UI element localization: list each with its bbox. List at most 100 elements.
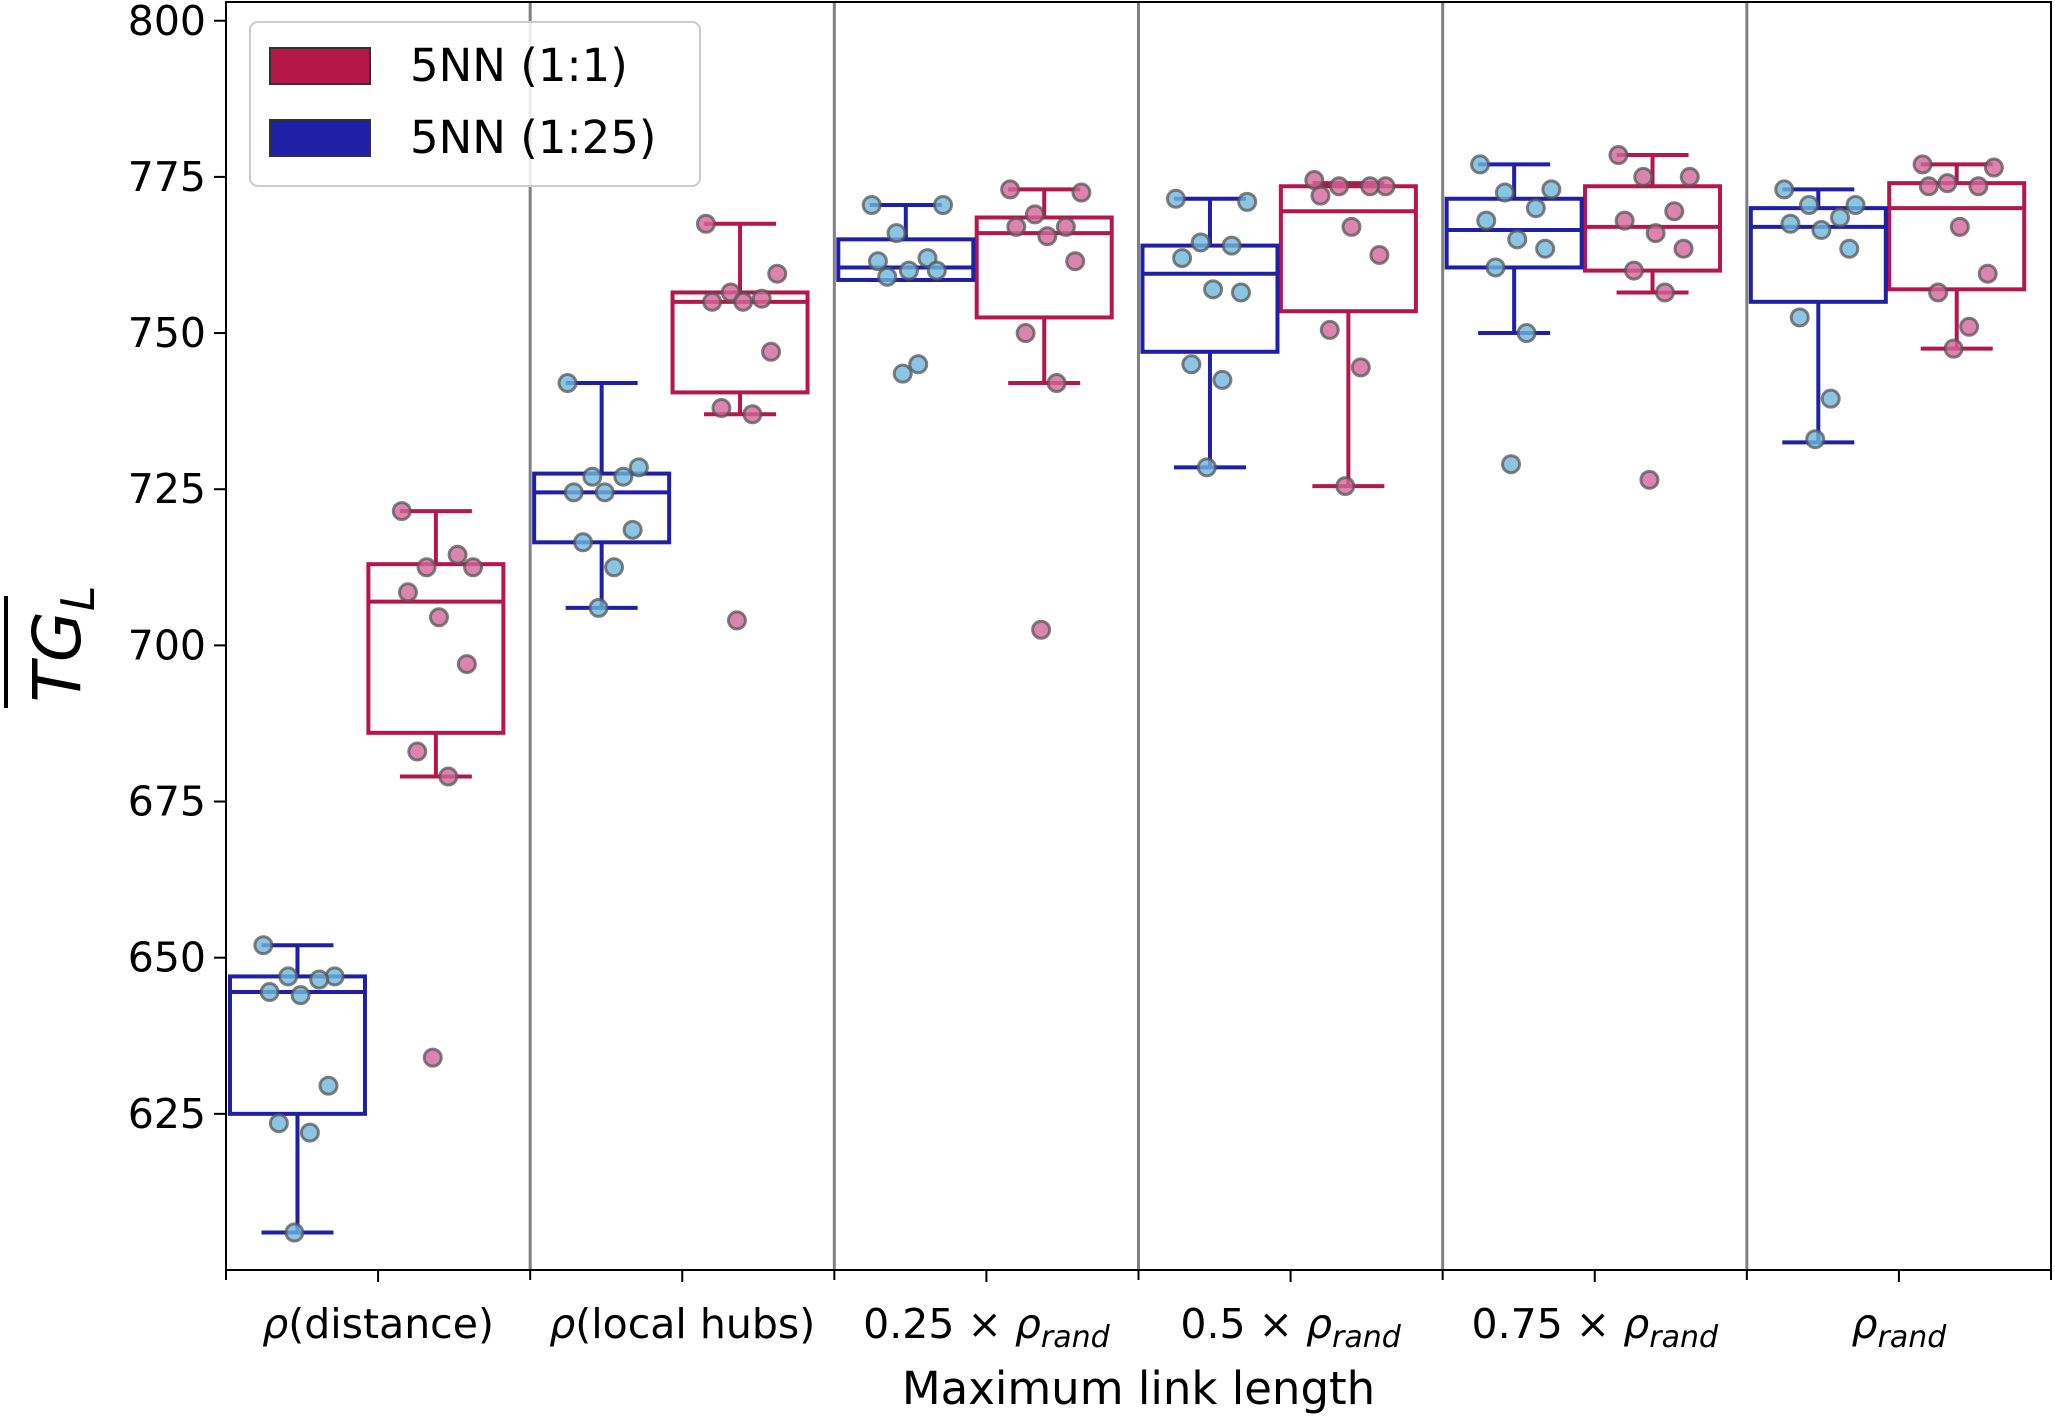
data-point xyxy=(1949,216,1970,237)
box-body xyxy=(366,562,506,735)
x-tick-label: ρ(local hubs) xyxy=(549,1300,815,1348)
data-point xyxy=(1614,210,1635,231)
data-point xyxy=(1221,235,1242,256)
box-1to1 xyxy=(670,221,810,417)
data-point xyxy=(1839,238,1860,259)
data-point xyxy=(1535,238,1556,259)
data-point xyxy=(1024,204,1045,225)
data-point xyxy=(622,519,643,540)
data-point xyxy=(1525,198,1546,219)
data-point xyxy=(1230,282,1251,303)
data-point xyxy=(1507,229,1528,250)
data-point xyxy=(1181,354,1202,375)
data-point xyxy=(751,288,772,309)
data-point xyxy=(1065,251,1086,272)
data-point xyxy=(318,1075,339,1096)
data-point xyxy=(588,597,609,618)
data-point xyxy=(1541,179,1562,200)
y-tick-label: 650 xyxy=(128,934,206,982)
data-point xyxy=(1983,157,2004,178)
data-point xyxy=(1799,195,1820,216)
data-point xyxy=(628,457,649,478)
box-1to1 xyxy=(974,187,1114,386)
data-point xyxy=(1015,323,1036,344)
data-point xyxy=(582,466,603,487)
data-point xyxy=(926,260,947,281)
data-point xyxy=(1928,282,1949,303)
data-point xyxy=(416,557,437,578)
data-point xyxy=(428,607,449,628)
x-tick-label: ρrand xyxy=(1852,1300,1948,1355)
data-point xyxy=(397,582,418,603)
data-point xyxy=(573,532,594,553)
y-axis-title-sub: L xyxy=(51,585,105,611)
data-point xyxy=(908,354,929,375)
data-point xyxy=(1654,282,1675,303)
legend: 5NN (1:1) 5NN (1:25) xyxy=(249,21,701,187)
data-point xyxy=(1805,429,1826,450)
plot-boxes xyxy=(227,153,2027,1235)
x-tick-label: 0.25 × ρrand xyxy=(863,1300,1110,1355)
box-body xyxy=(1444,196,1584,270)
data-point xyxy=(299,1122,320,1143)
y-axis-title: TGL xyxy=(19,585,105,702)
data-point xyxy=(726,610,747,631)
y-tick-label: 775 xyxy=(128,153,206,201)
data-point xyxy=(447,544,468,565)
data-point xyxy=(695,213,716,234)
data-point xyxy=(1341,216,1362,237)
data-point xyxy=(594,482,615,503)
data-point xyxy=(284,1222,305,1243)
data-point xyxy=(1237,191,1258,212)
data-point xyxy=(861,195,882,216)
data-point xyxy=(1369,244,1390,265)
data-point xyxy=(733,291,754,312)
data-point xyxy=(1310,185,1331,206)
data-point xyxy=(290,985,311,1006)
data-point xyxy=(767,263,788,284)
y-tick-label: 800 xyxy=(128,0,206,45)
data-point xyxy=(1811,219,1832,240)
data-point xyxy=(1501,454,1522,475)
data-point xyxy=(268,1113,289,1134)
y-axis-title-main: TG xyxy=(19,611,96,702)
data-point xyxy=(557,373,578,394)
data-point xyxy=(1679,166,1700,187)
data-point xyxy=(1774,179,1795,200)
data-point xyxy=(1190,232,1211,253)
data-point xyxy=(1476,210,1497,231)
data-point xyxy=(1046,373,1067,394)
x-tick-label: ρ(distance) xyxy=(262,1300,494,1348)
data-point xyxy=(463,557,484,578)
data-point xyxy=(604,557,625,578)
data-point xyxy=(1937,173,1958,194)
data-point xyxy=(456,654,477,675)
data-point xyxy=(1037,226,1058,247)
data-point xyxy=(1912,154,1933,175)
data-point xyxy=(1319,319,1340,340)
data-point xyxy=(1673,238,1694,259)
data-point xyxy=(1006,216,1027,237)
data-point xyxy=(309,969,330,990)
data-point xyxy=(1820,388,1841,409)
y-tick-label: 750 xyxy=(128,309,206,357)
x-axis-title: Maximum link length xyxy=(902,1362,1375,1415)
y-axis: 625 650 675 700 725 750 775 800 xyxy=(128,0,226,1138)
data-point xyxy=(1031,619,1052,640)
data-point xyxy=(253,935,274,956)
legend-swatch-1to1 xyxy=(269,47,371,85)
data-point xyxy=(1516,323,1537,344)
legend-swatch-1to25 xyxy=(269,119,371,157)
x-axis: ρ(distance) ρ(local hubs) 0.25 × ρrand 0.5 … xyxy=(225,1270,2052,1355)
data-point xyxy=(1943,338,1964,359)
box-1to1 xyxy=(1887,162,2027,351)
data-point xyxy=(1350,357,1371,378)
data-point xyxy=(702,291,723,312)
y-tick-label: 625 xyxy=(128,1090,206,1138)
data-point xyxy=(1645,223,1666,244)
data-point xyxy=(438,766,459,787)
data-point xyxy=(1203,279,1224,300)
data-point xyxy=(1830,207,1851,228)
data-point xyxy=(1968,176,1989,197)
